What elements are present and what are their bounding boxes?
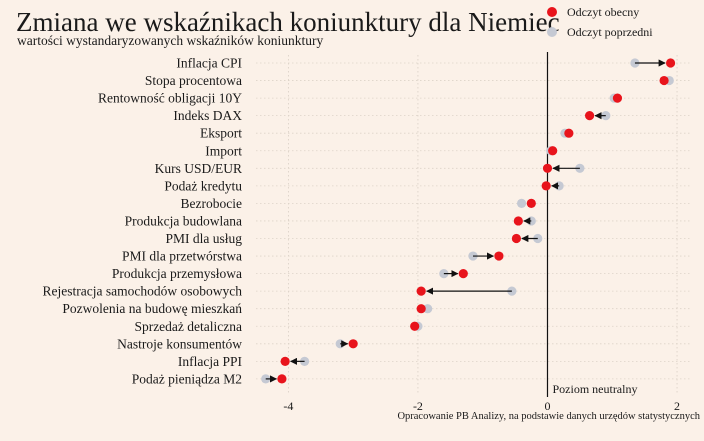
category-label: PMI dla usług xyxy=(165,231,242,246)
category-label: Inflacja CPI xyxy=(176,56,242,71)
current-point xyxy=(526,198,536,208)
x-tick-label: -2 xyxy=(413,399,423,413)
category-label: PMI dla przetwórstwa xyxy=(122,249,242,264)
category-label: Pozwolenia na budowę mieszkań xyxy=(62,301,242,316)
current-point xyxy=(348,339,358,349)
legend: Odczyt obecny Odczyt poprzedni xyxy=(545,2,653,42)
chart-title: Zmiana we wskaźnikach koniunktury dla Ni… xyxy=(16,7,560,37)
current-point xyxy=(494,251,504,261)
x-tick-label: -4 xyxy=(283,399,293,413)
category-label: Import xyxy=(205,143,242,158)
chart-subtitle: wartości wystandaryzowanych wskaźników k… xyxy=(17,33,324,48)
current-point xyxy=(511,233,521,244)
category-label: Produkcja budowlana xyxy=(125,213,242,228)
category-label: Stopa procentowa xyxy=(145,73,242,88)
current-point xyxy=(659,75,669,86)
legend-swatch-current xyxy=(547,7,557,17)
neutral-label: Poziom neutralny xyxy=(552,382,637,396)
category-label: Kurs USD/EUR xyxy=(155,161,242,176)
current-point xyxy=(458,269,468,279)
current-point xyxy=(665,58,676,68)
legend-item-current: Odczyt obecny xyxy=(545,2,653,22)
current-point xyxy=(584,111,595,121)
legend-swatch-previous xyxy=(547,27,557,37)
category-label: Rentowność obligacji 10Y xyxy=(98,91,242,106)
x-tick-label: 2 xyxy=(674,399,680,413)
source-note: Opracowanie PB Analizy, na podstawie dan… xyxy=(397,411,700,422)
category-label: Sprzedaż detaliczna xyxy=(134,319,242,334)
category-label: Eksport xyxy=(200,126,242,141)
category-label: Bezrobocie xyxy=(181,196,242,211)
category-label: Rejestracja samochodów osobowych xyxy=(43,284,243,299)
current-point xyxy=(280,356,290,366)
legend-label-current: Odczyt obecny xyxy=(567,5,640,19)
category-label: Podaż pieniądza M2 xyxy=(132,371,242,386)
x-tick-label: 0 xyxy=(544,399,550,413)
current-point xyxy=(513,216,523,226)
legend-item-previous: Odczyt poprzedni xyxy=(545,22,653,42)
current-point xyxy=(564,128,574,138)
legend-label-previous: Odczyt poprzedni xyxy=(567,25,653,39)
previous-point xyxy=(423,304,433,314)
current-point xyxy=(416,286,426,296)
category-label: Nastroje konsumentów xyxy=(117,336,242,351)
category-label: Inflacja PPI xyxy=(178,354,243,369)
current-point xyxy=(541,181,551,191)
category-label: Podaż kredytu xyxy=(164,178,242,193)
previous-point xyxy=(516,198,527,208)
current-point xyxy=(612,93,623,103)
current-point xyxy=(542,163,553,173)
current-point xyxy=(416,304,426,314)
current-point xyxy=(410,321,420,331)
current-point xyxy=(277,374,287,384)
category-label: Indeks DAX xyxy=(173,108,242,123)
current-point xyxy=(548,146,558,156)
category-label: Produkcja przemysłowa xyxy=(112,266,242,281)
